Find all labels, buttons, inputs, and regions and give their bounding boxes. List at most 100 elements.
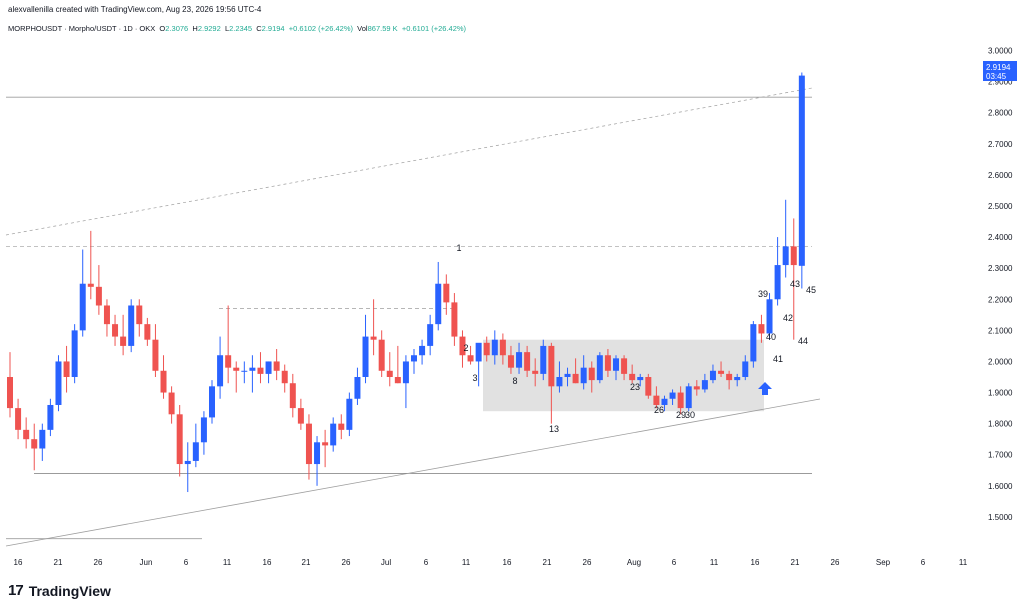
- candle[interactable]: [176, 404, 183, 477]
- tradingview-logo[interactable]: 17 TradingView: [8, 582, 111, 599]
- candle[interactable]: [103, 299, 110, 337]
- candle[interactable]: [564, 367, 571, 387]
- candle[interactable]: [572, 358, 579, 384]
- candle[interactable]: [7, 352, 13, 418]
- candle[interactable]: [411, 349, 417, 374]
- candle[interactable]: [693, 380, 700, 396]
- candle[interactable]: [394, 345, 401, 384]
- candle[interactable]: [653, 386, 660, 409]
- candle[interactable]: [435, 261, 442, 331]
- candle[interactable]: [192, 423, 199, 468]
- candle[interactable]: [524, 345, 531, 377]
- candle[interactable]: [378, 330, 385, 377]
- candle[interactable]: [370, 299, 377, 356]
- candle[interactable]: [734, 373, 741, 387]
- candle[interactable]: [790, 218, 797, 340]
- candle[interactable]: [580, 355, 587, 390]
- candle[interactable]: [112, 314, 119, 346]
- candle[interactable]: [629, 364, 636, 384]
- candle[interactable]: [483, 336, 490, 362]
- candle[interactable]: [459, 330, 466, 368]
- candle[interactable]: [217, 336, 224, 399]
- candle[interactable]: [516, 342, 523, 374]
- candle[interactable]: [200, 411, 207, 455]
- candle[interactable]: [362, 314, 369, 384]
- candle[interactable]: [709, 364, 716, 384]
- candle[interactable]: [160, 355, 167, 399]
- candle[interactable]: [249, 355, 256, 393]
- candle[interactable]: [209, 380, 215, 424]
- candle[interactable]: [499, 333, 506, 365]
- symbol-name[interactable]: MORPHOUSDT · Morpho/USDT · 1D · OKX: [8, 24, 156, 33]
- candle[interactable]: [798, 72, 805, 289]
- candle[interactable]: [467, 345, 474, 365]
- candle[interactable]: [297, 398, 304, 430]
- candle[interactable]: [427, 314, 434, 356]
- candle[interactable]: [63, 345, 70, 393]
- candle[interactable]: [241, 361, 248, 384]
- candle[interactable]: [330, 417, 337, 452]
- upper-channel-line[interactable]: [5, 87, 813, 236]
- candle[interactable]: [55, 355, 62, 412]
- candle[interactable]: [475, 342, 482, 387]
- candle[interactable]: [144, 317, 151, 346]
- candle[interactable]: [152, 324, 159, 377]
- candle[interactable]: [289, 373, 296, 418]
- candle[interactable]: [354, 367, 361, 405]
- candle[interactable]: [718, 361, 725, 377]
- candle[interactable]: [540, 339, 547, 381]
- candle[interactable]: [31, 423, 38, 471]
- candle[interactable]: [322, 429, 329, 468]
- candle[interactable]: [758, 314, 765, 343]
- candle[interactable]: [419, 339, 426, 365]
- candle[interactable]: [451, 293, 458, 346]
- candle[interactable]: [23, 417, 30, 449]
- candle[interactable]: [661, 395, 668, 412]
- candle[interactable]: [120, 314, 127, 356]
- candle[interactable]: [742, 355, 749, 381]
- candle[interactable]: [532, 358, 539, 387]
- candle[interactable]: [491, 330, 498, 365]
- candle[interactable]: [71, 324, 78, 384]
- candle[interactable]: [314, 436, 321, 486]
- candle[interactable]: [685, 383, 692, 412]
- candle[interactable]: [265, 361, 272, 384]
- candle[interactable]: [15, 398, 22, 440]
- candle[interactable]: [766, 293, 773, 340]
- candle[interactable]: [273, 349, 280, 381]
- candle[interactable]: [168, 386, 175, 424]
- candle[interactable]: [95, 265, 102, 315]
- candle[interactable]: [588, 361, 595, 393]
- candle[interactable]: [233, 361, 240, 393]
- candle[interactable]: [305, 414, 312, 480]
- candle[interactable]: [281, 364, 288, 393]
- candle[interactable]: [47, 398, 54, 437]
- candle[interactable]: [621, 355, 628, 381]
- lower-trendline[interactable]: [5, 398, 821, 547]
- candle[interactable]: [548, 342, 555, 424]
- candle[interactable]: [750, 321, 757, 368]
- candle[interactable]: [604, 349, 611, 377]
- candle[interactable]: [677, 386, 684, 415]
- candle[interactable]: [184, 442, 191, 493]
- candle[interactable]: [669, 389, 676, 405]
- candle[interactable]: [726, 370, 733, 390]
- candle[interactable]: [338, 414, 345, 440]
- candle[interactable]: [613, 355, 619, 381]
- candle[interactable]: [782, 199, 789, 278]
- candle[interactable]: [39, 423, 46, 461]
- candle[interactable]: [443, 274, 450, 315]
- candle[interactable]: [346, 392, 353, 437]
- candle[interactable]: [225, 305, 232, 384]
- candle[interactable]: [136, 299, 143, 337]
- candle[interactable]: [637, 373, 644, 387]
- candle[interactable]: [556, 361, 563, 393]
- candle[interactable]: [596, 352, 603, 384]
- candle[interactable]: [257, 352, 264, 384]
- candle[interactable]: [507, 345, 514, 374]
- candle[interactable]: [645, 373, 652, 399]
- candle[interactable]: [774, 237, 781, 306]
- candle[interactable]: [79, 249, 86, 337]
- candle[interactable]: [386, 352, 393, 387]
